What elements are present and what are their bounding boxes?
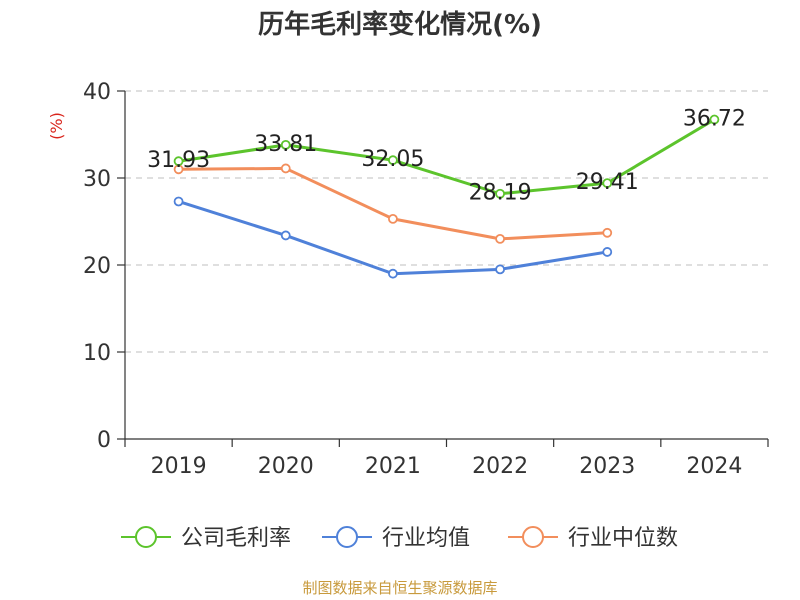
data-label: 32.05 xyxy=(361,147,424,172)
x-tick-label: 2019 xyxy=(151,454,207,479)
data-point xyxy=(280,230,291,241)
series-line-3 xyxy=(178,166,608,241)
data-point xyxy=(388,268,398,279)
legend-marker xyxy=(522,526,544,548)
x-tick-label: 2023 xyxy=(579,454,635,479)
x-tick-label: 2021 xyxy=(365,454,421,479)
data-point xyxy=(495,233,505,244)
series-line-1 xyxy=(178,118,716,196)
x-tick-label: 2020 xyxy=(258,454,314,479)
y-tick-label: 0 xyxy=(97,428,111,453)
data-point xyxy=(495,264,505,275)
data-point xyxy=(173,196,184,207)
data-label: 33.81 xyxy=(254,132,317,157)
y-tick-label: 10 xyxy=(83,341,111,366)
data-label: 36.72 xyxy=(683,107,746,132)
legend-label: 行业均值 xyxy=(382,526,470,551)
data-point xyxy=(388,155,398,166)
data-point xyxy=(173,156,184,167)
legend-label: 行业中位数 xyxy=(568,526,678,551)
y-axis-unit: (%) xyxy=(47,112,66,140)
y-tick-label: 40 xyxy=(83,80,111,105)
data-label: 28.19 xyxy=(469,181,532,206)
source-note: 制图数据来自恒生聚源数据库 xyxy=(302,579,498,597)
legend-marker xyxy=(336,526,358,548)
y-tick-label: 30 xyxy=(83,167,111,192)
x-tick-label: 2022 xyxy=(472,454,528,479)
x-tick-label: 2024 xyxy=(686,454,742,479)
data-label: 31.93 xyxy=(147,148,210,173)
data-point xyxy=(495,188,505,199)
data-point xyxy=(602,178,613,189)
data-point xyxy=(709,114,720,125)
legend-label: 公司毛利率 xyxy=(181,526,291,551)
data-point xyxy=(388,213,398,224)
data-point xyxy=(280,163,291,174)
chart-title: 历年毛利率变化情况(%) xyxy=(258,10,542,40)
legend-marker xyxy=(135,526,157,548)
data-label: 29.41 xyxy=(576,170,639,195)
data-point xyxy=(602,247,613,257)
data-point xyxy=(280,139,291,150)
data-point xyxy=(602,227,613,238)
y-tick-label: 20 xyxy=(83,254,111,279)
